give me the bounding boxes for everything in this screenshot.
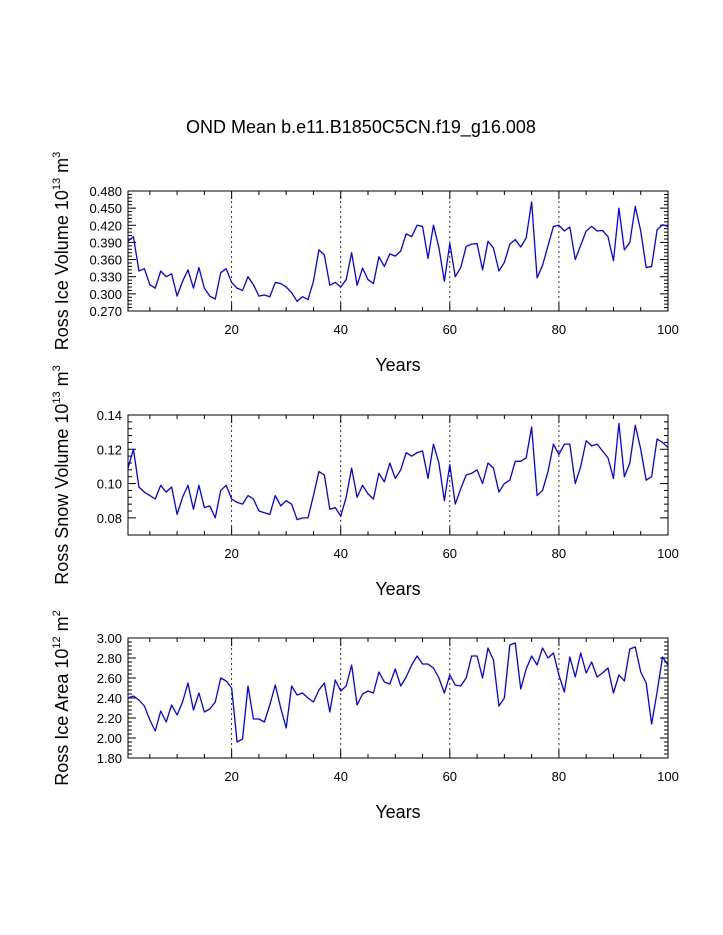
x-axis-title: Years [375, 579, 420, 599]
y-tick-label: 2.80 [97, 651, 122, 666]
chart-panel-2: 20 40 60 80 100 0.08 0.10 0.12 0.14 Years Ross Sno… [51, 365, 679, 599]
y-axis-title: Ross Snow Volume 1013 m3 [51, 365, 72, 584]
y-tick-label: 2.60 [97, 671, 122, 686]
y-axis-title-exponent: 3 [51, 152, 63, 158]
x-tick-label: 100 [657, 322, 679, 337]
plot-frame [127, 414, 669, 536]
y-tick-label: 0.10 [97, 477, 122, 492]
x-tick-label: 40 [333, 546, 347, 561]
x-tick-label: 40 [333, 322, 347, 337]
y-tick-label: 0.390 [89, 235, 122, 250]
y-axis-title-exponent: 3 [51, 365, 63, 371]
x-tick-label: 60 [443, 546, 457, 561]
y-axis-title-exponent: 2 [51, 610, 63, 616]
x-tick-label: 20 [224, 769, 238, 784]
y-axis-title-part: m [52, 158, 72, 178]
y-tick-label: 0.14 [97, 408, 122, 423]
y-tick-label: 0.270 [89, 304, 122, 319]
y-axis-title-part: Ross Ice Area 10 [52, 649, 72, 786]
y-tick-label: 0.360 [89, 253, 122, 268]
x-tick-label: 100 [657, 769, 679, 784]
y-axis-title-exponent: 13 [51, 391, 63, 403]
y-tick-label: 2.00 [97, 731, 122, 746]
y-axis-title: Ross Ice Volume 1013 m3 [51, 152, 72, 350]
x-tick-label: 60 [443, 322, 457, 337]
x-tick-label: 20 [224, 546, 238, 561]
data-series-line [127, 422, 669, 521]
y-tick-label: 0.330 [89, 270, 122, 285]
y-tick-label: 0.12 [97, 442, 122, 457]
data-series-line [127, 642, 669, 743]
x-tick-label: 60 [443, 769, 457, 784]
y-tick-label: 2.40 [97, 691, 122, 706]
plot-frame [127, 637, 669, 759]
y-tick-label: 0.300 [89, 287, 122, 302]
y-axis-title-part: m [52, 371, 72, 391]
x-tick-label: 80 [552, 546, 566, 561]
x-axis-title: Years [375, 802, 420, 822]
y-tick-label: 3.00 [97, 631, 122, 646]
chart-panel-1: 20 40 60 80 100 0.270 0.300 0.330 0.360 0.390 0.42… [51, 152, 679, 375]
y-tick-label: 0.420 [89, 218, 122, 233]
y-axis-title-part: m [52, 616, 72, 636]
x-tick-label: 100 [657, 546, 679, 561]
plot-frame [127, 190, 669, 312]
x-tick-label: 80 [552, 769, 566, 784]
y-tick-label: 2.20 [97, 711, 122, 726]
y-axis-title: Ross Ice Area 1012 m2 [51, 610, 72, 785]
x-tick-label: 20 [224, 322, 238, 337]
y-axis-title-exponent: 12 [51, 636, 63, 648]
y-axis-title-exponent: 13 [51, 178, 63, 190]
y-axis-title-part: Ross Ice Volume 10 [52, 190, 72, 350]
data-series-line [127, 201, 669, 302]
y-tick-label: 1.80 [97, 751, 122, 766]
y-tick-label: 0.08 [97, 511, 122, 526]
x-tick-label: 40 [333, 769, 347, 784]
x-tick-label: 80 [552, 322, 566, 337]
chart-panel-3: 20 40 60 80 100 1.80 2.00 2.20 2.40 2.60 2.80 3.00 Y… [51, 610, 679, 822]
y-tick-label: 0.450 [89, 201, 122, 216]
y-tick-label: 0.480 [89, 184, 122, 199]
x-axis-title: Years [375, 355, 420, 375]
chart-title: OND Mean b.e11.B1850C5CN.f19_g16.008 [186, 117, 536, 138]
panels: 20 40 60 80 100 0.270 0.300 0.330 0.360 0.390 0.42… [51, 152, 679, 822]
y-axis-title-part: Ross Snow Volume 10 [52, 404, 72, 585]
